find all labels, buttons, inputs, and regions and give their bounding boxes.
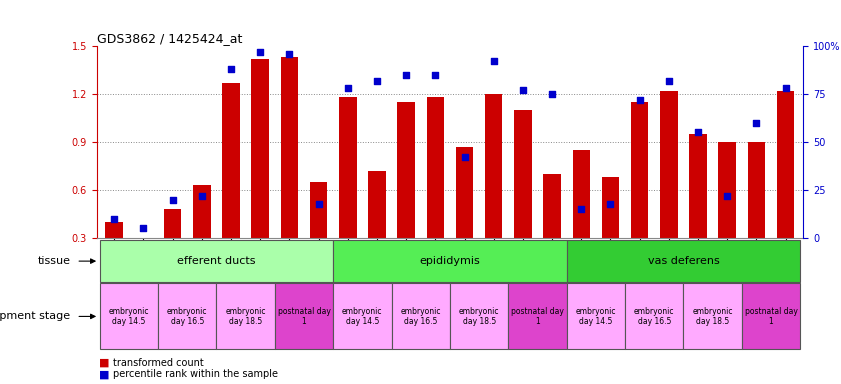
- Text: GDS3862 / 1425424_at: GDS3862 / 1425424_at: [97, 32, 242, 45]
- Text: epididymis: epididymis: [420, 256, 480, 266]
- Point: [283, 51, 296, 57]
- Bar: [135, 241, 152, 286]
- Bar: [333, 283, 392, 349]
- Bar: [573, 150, 590, 286]
- Text: postnatal day
1: postnatal day 1: [278, 307, 331, 326]
- Bar: [339, 97, 357, 286]
- Text: embryonic
day 14.5: embryonic day 14.5: [342, 307, 383, 326]
- Point: [312, 200, 325, 207]
- Point: [574, 206, 588, 212]
- Point: [108, 216, 121, 222]
- Bar: [216, 283, 275, 349]
- Bar: [742, 283, 801, 349]
- Point: [516, 87, 530, 93]
- Point: [253, 49, 267, 55]
- Text: postnatal day
1: postnatal day 1: [511, 307, 564, 326]
- Point: [721, 193, 734, 199]
- Point: [487, 58, 500, 65]
- Bar: [251, 59, 269, 286]
- Bar: [567, 283, 625, 349]
- Bar: [158, 283, 216, 349]
- Point: [429, 72, 442, 78]
- Bar: [684, 283, 742, 349]
- Text: tissue: tissue: [38, 256, 71, 266]
- Text: transformed count: transformed count: [113, 358, 204, 368]
- Text: embryonic
day 16.5: embryonic day 16.5: [634, 307, 674, 326]
- Point: [458, 154, 471, 161]
- Text: efferent ducts: efferent ducts: [177, 256, 256, 266]
- Text: embryonic
day 18.5: embryonic day 18.5: [692, 307, 733, 326]
- Bar: [601, 177, 619, 286]
- Point: [749, 120, 763, 126]
- Bar: [193, 185, 210, 286]
- Bar: [275, 283, 333, 349]
- Bar: [333, 240, 567, 282]
- Bar: [164, 209, 182, 286]
- Point: [545, 91, 558, 97]
- Bar: [281, 57, 299, 286]
- Bar: [426, 97, 444, 286]
- Bar: [718, 142, 736, 286]
- Point: [225, 66, 238, 72]
- Text: embryonic
day 18.5: embryonic day 18.5: [225, 307, 266, 326]
- Bar: [398, 102, 415, 286]
- Text: postnatal day
1: postnatal day 1: [744, 307, 797, 326]
- Bar: [222, 83, 240, 286]
- Bar: [99, 283, 158, 349]
- Bar: [748, 142, 765, 286]
- Point: [779, 85, 792, 91]
- Point: [195, 193, 209, 199]
- Point: [166, 197, 179, 203]
- Point: [341, 85, 355, 91]
- Point: [604, 200, 617, 207]
- Bar: [508, 283, 567, 349]
- Bar: [99, 240, 333, 282]
- Bar: [543, 174, 561, 286]
- Bar: [514, 110, 532, 286]
- Point: [633, 97, 647, 103]
- Bar: [309, 182, 327, 286]
- Bar: [368, 171, 386, 286]
- Bar: [777, 91, 795, 286]
- Bar: [625, 283, 684, 349]
- Bar: [567, 240, 801, 282]
- Bar: [105, 222, 123, 286]
- Text: embryonic
day 18.5: embryonic day 18.5: [459, 307, 500, 326]
- Text: ■: ■: [99, 369, 109, 379]
- Point: [662, 78, 675, 84]
- Bar: [456, 147, 473, 286]
- Text: development stage: development stage: [0, 311, 71, 321]
- Bar: [450, 283, 508, 349]
- Point: [399, 72, 413, 78]
- Point: [691, 129, 705, 136]
- Bar: [392, 283, 450, 349]
- Bar: [485, 94, 502, 286]
- Point: [137, 225, 151, 232]
- Text: percentile rank within the sample: percentile rank within the sample: [113, 369, 278, 379]
- Text: embryonic
day 16.5: embryonic day 16.5: [400, 307, 441, 326]
- Text: ■: ■: [99, 358, 109, 368]
- Point: [370, 78, 383, 84]
- Text: embryonic
day 14.5: embryonic day 14.5: [575, 307, 616, 326]
- Bar: [660, 91, 678, 286]
- Text: embryonic
day 16.5: embryonic day 16.5: [167, 307, 208, 326]
- Bar: [631, 102, 648, 286]
- Text: vas deferens: vas deferens: [648, 256, 719, 266]
- Text: embryonic
day 14.5: embryonic day 14.5: [108, 307, 149, 326]
- Bar: [690, 134, 706, 286]
